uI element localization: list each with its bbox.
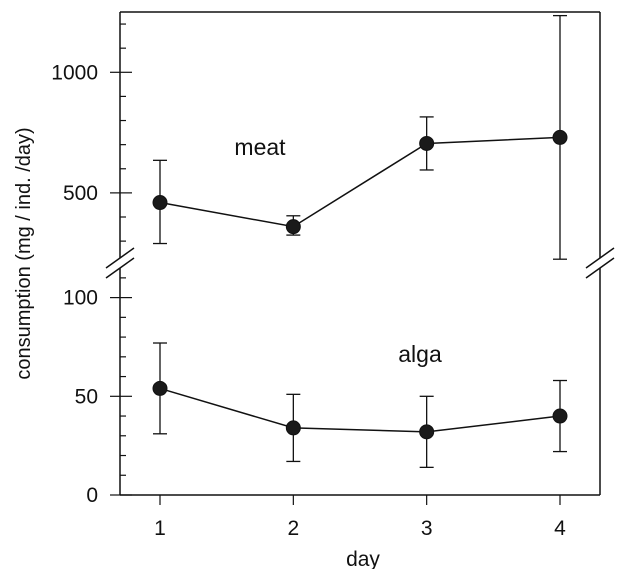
axis-break-mark-right: [585, 247, 615, 269]
x-tick-label: 2: [287, 517, 299, 540]
data-point-meat: [552, 129, 568, 145]
y-tick-label-lower: 100: [63, 287, 98, 310]
y-tick-label-lower: 0: [86, 484, 98, 507]
x-tick-label: 3: [421, 517, 433, 540]
series-line-meat: [159, 136, 561, 228]
labels-layer: day consumption (mg / ind. /day) meat alga: [13, 127, 442, 569]
y-tick-label-upper: 500: [63, 182, 98, 205]
series-label-meat: meat: [234, 134, 286, 160]
series-label-alga: alga: [398, 341, 442, 367]
y-tick-label-upper: 1000: [51, 61, 98, 84]
data-point-meat: [419, 135, 435, 151]
data-point-alga: [152, 380, 168, 396]
axes: 500 1000 0 50 100 1 2 3 4: [51, 23, 566, 540]
series-layer: [152, 14, 568, 469]
series-line-alga: [159, 387, 561, 433]
data-point-alga: [552, 408, 568, 424]
data-point-meat: [285, 219, 301, 235]
axis-break-mark-right: [585, 257, 615, 279]
data-point-alga: [285, 420, 301, 436]
axis-break-mark-left: [105, 247, 135, 269]
x-axis-label: day: [346, 548, 380, 569]
plot-frame: [105, 11, 615, 496]
x-tick-label: 4: [554, 517, 566, 540]
y-tick-label-lower: 50: [75, 385, 98, 408]
x-tick-label: 1: [154, 517, 166, 540]
axis-break-mark-left: [105, 257, 135, 279]
y-axis-label: consumption (mg / ind. /day): [13, 127, 35, 379]
data-point-meat: [152, 195, 168, 211]
data-point-alga: [419, 424, 435, 440]
